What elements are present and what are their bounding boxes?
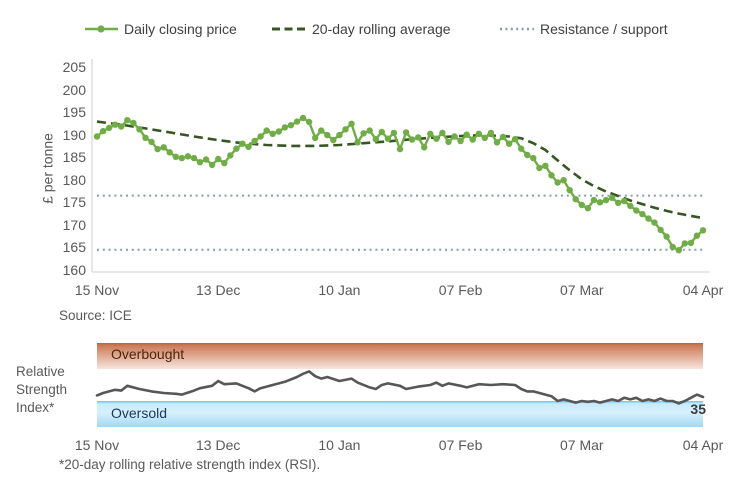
y-tick-label: 165 [62, 239, 86, 256]
daily-price-line [93, 114, 707, 254]
overbought-band-label: Overbought [111, 346, 185, 362]
y-tick-label: 190 [62, 126, 86, 143]
overbought-band [97, 343, 703, 369]
legend-label-resistance-support: Resistance / support [540, 21, 668, 37]
x-tick-label: 04 Apr [682, 437, 724, 453]
oversold-band [97, 401, 703, 427]
x-tick-label: 07 Feb [438, 282, 483, 298]
y-tick-label: 205 [62, 59, 86, 75]
rsi-axis-label: Relative Strength Index* [16, 364, 68, 415]
y-tick-label: 200 [62, 81, 86, 98]
source-note: Source: ICE [59, 308, 132, 323]
rsi-footnote: *20-day rolling relative strength index … [59, 457, 321, 472]
oversold-band-label: Oversold [111, 405, 168, 421]
rolling-average-line [96, 120, 704, 220]
rolling-average-legend-swatch [272, 27, 306, 31]
price-chart-axes [91, 59, 710, 273]
y-tick-label: 175 [62, 194, 86, 211]
rsi-bands [97, 343, 703, 427]
y-tick-label: 195 [62, 104, 86, 121]
rsi-last-value: 35 [690, 401, 706, 417]
rsi-line [95, 370, 705, 405]
x-tick-label: 07 Mar [560, 282, 604, 298]
y-tick-label: 170 [62, 216, 86, 233]
x-tick-label: 10 Jan [318, 437, 361, 453]
legend-item-daily-price: Daily closing price [85, 21, 237, 37]
x-tick-label: 15 Nov [74, 282, 120, 298]
resistance-support-lines [97, 194, 703, 251]
x-tick-label: 13 Dec [196, 437, 241, 453]
x-tick-label: 07 Mar [560, 437, 604, 453]
y-tick-label: 160 [62, 262, 86, 278]
x-tick-label: 04 Apr [682, 282, 724, 298]
daily-price-legend-swatch [85, 25, 118, 33]
legend-item-resistance-support: Resistance / support [500, 21, 668, 37]
legend-label-rolling-average: 20-day rolling average [312, 21, 451, 37]
x-tick-label: 13 Dec [196, 282, 241, 298]
y-tick-label: 185 [62, 149, 86, 166]
legend-label-daily-price: Daily closing price [124, 21, 237, 37]
x-tick-label: 10 Jan [318, 282, 361, 298]
legend-item-rolling-average: 20-day rolling average [272, 21, 451, 37]
x-tick-label: 15 Nov [74, 437, 120, 453]
x-tick-label: 07 Feb [438, 437, 483, 453]
resistance-support-legend-swatch [500, 27, 534, 31]
y-tick-label: 180 [62, 171, 86, 188]
